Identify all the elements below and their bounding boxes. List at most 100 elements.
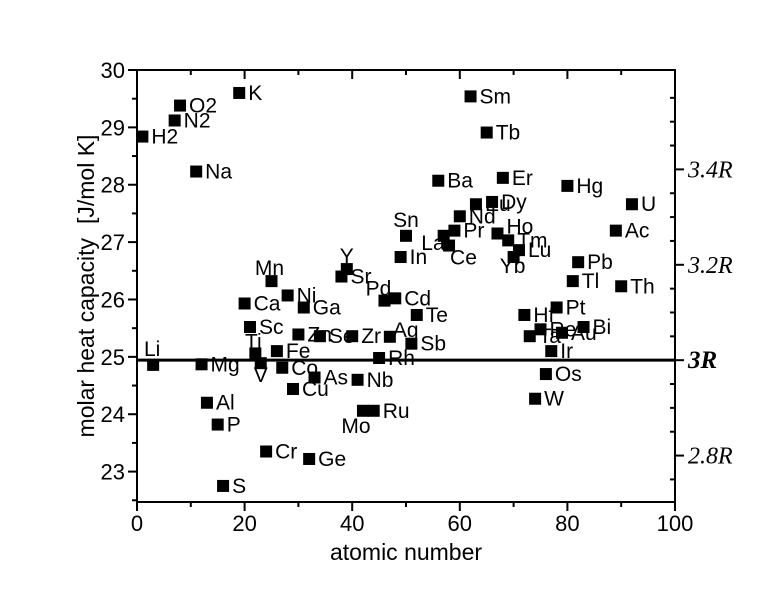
point-Ho: [491, 227, 504, 240]
point-label-Ba: Ba: [447, 170, 473, 193]
y-tick-label: 29: [101, 115, 125, 140]
point-label-Tl: Tl: [582, 270, 600, 293]
point-label-Na: Na: [205, 161, 232, 184]
point-Sn: [400, 229, 412, 242]
point-P: [211, 418, 224, 431]
point-label-K: K: [248, 82, 262, 105]
y-axis-title: molar heat capacity[J/mol K]: [73, 135, 99, 438]
point-label-Bi: Bi: [593, 316, 612, 339]
x-axis: 0 20 40 60 80 100: [131, 70, 693, 536]
point-label-Ho: Ho: [506, 216, 533, 239]
point-Se: [313, 330, 326, 343]
point-label-Nd: Nd: [469, 205, 496, 228]
point-label-As: As: [324, 367, 349, 390]
point-Tb: [480, 126, 493, 139]
point-Ta: [523, 330, 536, 343]
point-label-In: In: [410, 246, 428, 269]
point-Pr: [448, 224, 461, 237]
y-tick-label: 26: [101, 287, 125, 312]
y-axis: 23 24 25 26 27 28 29 30: [101, 58, 137, 502]
point-Cd: [389, 292, 402, 305]
x-axis-title: atomic number: [330, 539, 482, 565]
point-Eu: [469, 198, 482, 211]
point-label-Lu: Lu: [528, 239, 551, 262]
point-Ga: [297, 301, 310, 314]
point-Ir: [545, 345, 558, 358]
point-label-Os: Os: [555, 363, 582, 386]
point-label-Al: Al: [216, 392, 235, 415]
point-label-U: U: [641, 193, 656, 216]
point-Ce: [443, 239, 456, 252]
point-label-V: V: [254, 364, 268, 387]
point-Mg: [195, 358, 208, 371]
point-Tl: [566, 275, 579, 288]
point-Ca: [238, 297, 251, 310]
x-tick-label: 100: [657, 511, 694, 536]
point-label-Cd: Cd: [404, 287, 431, 310]
right-axis-label: 3.4R: [687, 157, 733, 183]
point-Nb: [351, 373, 364, 386]
point-label-Cu: Cu: [302, 378, 329, 401]
point-Au: [556, 326, 569, 339]
point-W: [529, 392, 542, 405]
point-label-Ca: Ca: [254, 292, 281, 315]
data-points: H2LiN2O2NaMgAlPSKCaScTiVCrMnFeCoNiCuZnGa…: [136, 82, 656, 498]
point-O2: [174, 99, 187, 112]
point-Sb: [405, 337, 418, 350]
point-Co: [276, 361, 289, 374]
point-Th: [615, 280, 628, 293]
point-label-W: W: [544, 388, 564, 411]
point-label-Mg: Mg: [211, 353, 240, 376]
x-tick-label: 20: [232, 511, 256, 536]
x-tick-label: 0: [131, 511, 143, 536]
y-tick-label: 23: [101, 460, 125, 485]
point-label-Sc: Sc: [259, 316, 284, 339]
point-Ru: [367, 404, 380, 417]
point-Zr: [346, 330, 359, 343]
point-label-Hf: Hf: [533, 304, 554, 327]
point-Re: [534, 323, 547, 336]
point-S: [217, 479, 230, 492]
point-Cr: [260, 445, 273, 458]
point-Tm: [502, 234, 515, 247]
point-label-Ti: Ti: [245, 330, 262, 353]
point-label-Ag: Ag: [393, 319, 419, 342]
point-label-La: La: [421, 232, 445, 255]
point-Sc: [243, 321, 256, 334]
point-label-Ge: Ge: [318, 448, 346, 471]
point-Ba: [432, 174, 445, 187]
point-Na: [190, 165, 203, 178]
point-label-P: P: [227, 414, 241, 437]
point-Hf: [518, 308, 531, 321]
point-Li: [147, 358, 160, 371]
x-tick-label: 60: [448, 511, 472, 536]
point-As: [308, 371, 321, 384]
point-Sm: [464, 90, 477, 103]
point-label-Sr: Sr: [350, 266, 371, 289]
point-label-Cr: Cr: [275, 441, 297, 464]
right-axis-label: 3.2R: [687, 253, 733, 279]
point-label-Nb: Nb: [367, 369, 394, 392]
point-label-Ga: Ga: [313, 297, 341, 320]
point-label-Au: Au: [571, 322, 597, 345]
y-tick-label: 24: [101, 402, 125, 427]
point-label-Li: Li: [144, 338, 160, 361]
point-label-Pb: Pb: [587, 251, 613, 274]
y-tick-label: 30: [101, 58, 125, 83]
point-K: [233, 86, 246, 99]
point-Nd: [453, 210, 466, 223]
point-label-Tb: Tb: [496, 122, 521, 145]
point-V: [254, 357, 267, 370]
point-label-O2: O2: [189, 95, 217, 118]
point-label-H2: H2: [151, 126, 178, 149]
point-Lu: [512, 244, 525, 257]
point-label-Y: Y: [340, 245, 354, 268]
point-label-Th: Th: [630, 275, 655, 298]
point-label-Pr: Pr: [463, 220, 484, 243]
point-Mn: [265, 275, 278, 288]
point-label-Er: Er: [512, 167, 533, 190]
point-label-Pd: Pd: [366, 278, 392, 301]
point-Y: [340, 263, 353, 276]
